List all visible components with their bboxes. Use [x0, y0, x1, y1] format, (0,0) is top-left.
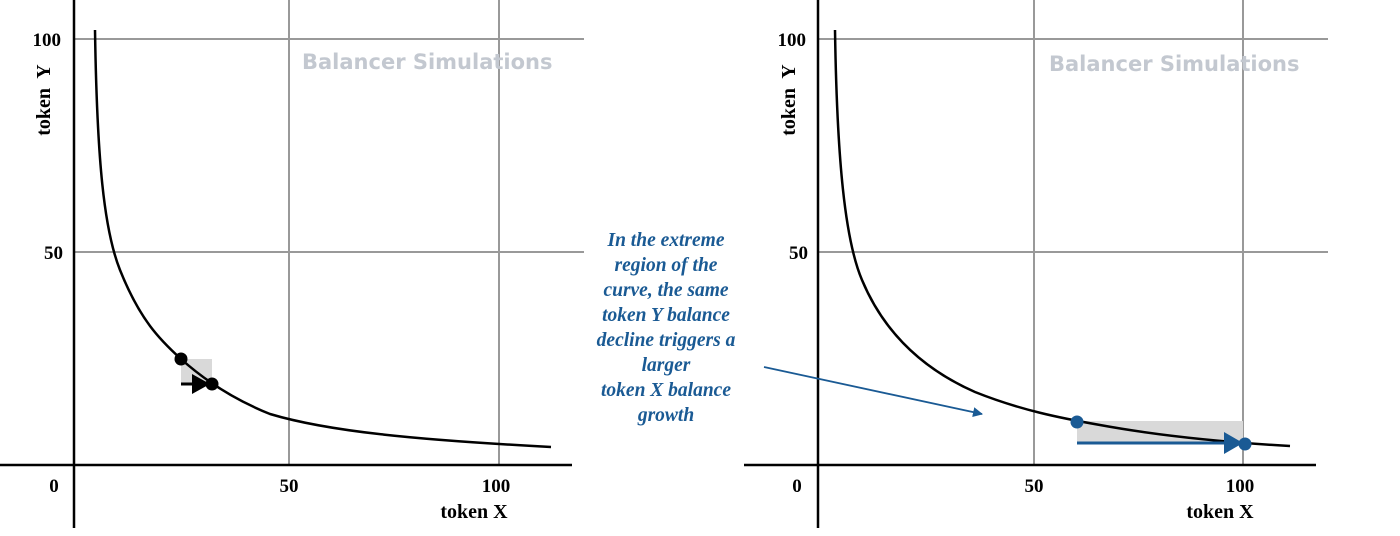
right-xtick-50: 50 [1025, 476, 1044, 497]
annotation-line: decline triggers a [596, 330, 736, 351]
right-xtick-0: 0 [792, 476, 802, 497]
left-watermark: Balancer Simulations [302, 50, 553, 74]
left-ytick-50: 50 [44, 243, 63, 264]
right-point-end [1238, 437, 1252, 451]
annotation-line: growth [637, 405, 695, 426]
annotation-line: larger [641, 355, 691, 376]
annotation-text: In the extreme region of the curve, the … [578, 228, 754, 428]
right-curve [833, 29, 1291, 448]
right-point-start [1070, 415, 1084, 429]
right-watermark: Balancer Simulations [1049, 52, 1300, 76]
right-arrowhead-icon [1224, 432, 1243, 454]
right-grid [818, 0, 1328, 465]
right-axes [744, 0, 1316, 528]
right-xtick-100: 100 [1226, 476, 1255, 497]
right-ytick-50: 50 [789, 243, 808, 264]
left-grid [74, 0, 584, 465]
left-curve [93, 29, 552, 449]
left-point-start [174, 352, 188, 366]
right-xlabel: token X [1186, 501, 1254, 523]
left-ytick-100: 100 [33, 30, 62, 51]
annotation-line: curve, the same [603, 280, 729, 301]
left-point-end [205, 377, 219, 391]
left-xtick-50: 50 [280, 476, 299, 497]
left-arrowhead-icon [192, 374, 210, 394]
annotation-pointer-arrow [763, 366, 983, 417]
right-ytick-100: 100 [778, 30, 807, 51]
left-ylabel: token Y [33, 64, 55, 136]
annotation-line: token X balance [601, 380, 731, 401]
left-xtick-100: 100 [482, 476, 511, 497]
annotation-line: In the extreme [607, 230, 725, 251]
left-chart: Balancer Simulations 100 50 0 50 100 tok… [0, 0, 584, 528]
left-xtick-0: 0 [49, 476, 59, 497]
annotation-line: region of the [614, 255, 718, 276]
left-xlabel: token X [440, 501, 508, 523]
left-axes [0, 0, 572, 528]
right-ylabel: token Y [778, 64, 800, 136]
annotation-line: token Y balance [602, 305, 730, 326]
right-chart: Balancer Simulations 100 50 0 50 100 tok… [744, 0, 1328, 528]
